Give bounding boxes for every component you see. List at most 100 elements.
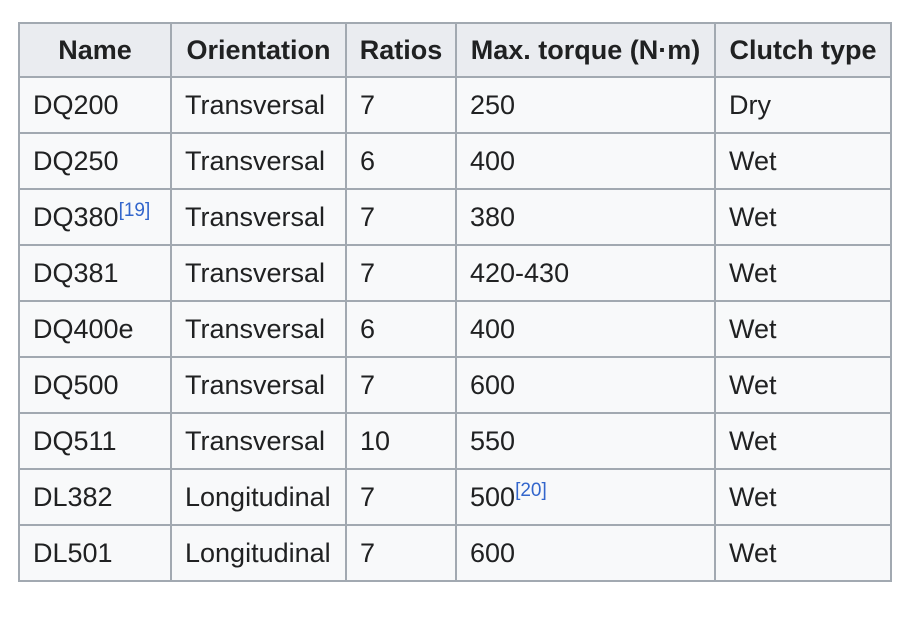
- cell-orientation-text: Longitudinal: [185, 537, 331, 568]
- table-row: DQ381 Transversal 7 420-430 Wet: [18, 244, 892, 302]
- cell-clutch-text: Wet: [729, 537, 777, 568]
- cell-torque: 380: [455, 188, 716, 246]
- cell-torque-text: 600: [470, 369, 516, 400]
- cell-clutch-text: Wet: [729, 257, 777, 288]
- cell-torque-text: 500: [470, 481, 516, 512]
- cell-clutch: Wet: [714, 412, 892, 470]
- table-row: DQ380[19] Transversal 7 380 Wet: [18, 188, 892, 246]
- cell-clutch: Wet: [714, 524, 892, 582]
- cell-name-text: DQ250: [33, 145, 119, 176]
- cell-ratios-text: 7: [360, 89, 376, 120]
- cell-name: DQ400e: [18, 300, 172, 358]
- cell-ratios-text: 7: [360, 537, 376, 568]
- cell-clutch: Wet: [714, 468, 892, 526]
- cell-name-text: DQ400e: [33, 313, 134, 344]
- cell-torque-text: 600: [470, 537, 516, 568]
- cell-ratios-text: 7: [360, 201, 376, 232]
- cell-ratios: 7: [345, 244, 457, 302]
- cell-clutch: Wet: [714, 300, 892, 358]
- cell-clutch-text: Dry: [729, 89, 771, 120]
- cell-clutch: Dry: [714, 76, 892, 134]
- table-row: DQ200 Transversal 7 250 Dry: [18, 76, 892, 134]
- table-row: DQ250 Transversal 6 400 Wet: [18, 132, 892, 190]
- table-row: DQ511 Transversal 10 550 Wet: [18, 412, 892, 470]
- cell-ratios: 7: [345, 468, 457, 526]
- column-header-torque: Max. torque (N·m): [455, 22, 716, 78]
- cell-orientation: Transversal: [170, 412, 347, 470]
- cell-torque-text: 420-430: [470, 257, 570, 288]
- cell-torque: 500[20]: [455, 468, 716, 526]
- cell-ratios-text: 7: [360, 257, 376, 288]
- cell-orientation-text: Transversal: [185, 369, 326, 400]
- cell-clutch-text: Wet: [729, 425, 777, 456]
- cell-ratios: 10: [345, 412, 457, 470]
- reference-link[interactable]: [20]: [515, 479, 547, 501]
- cell-torque-text: 250: [470, 89, 516, 120]
- reference-superscript: [19]: [119, 200, 151, 221]
- cell-torque: 420-430: [455, 244, 716, 302]
- cell-orientation-text: Transversal: [185, 89, 326, 120]
- cell-orientation-text: Transversal: [185, 201, 326, 232]
- table-row: DQ500 Transversal 7 600 Wet: [18, 356, 892, 414]
- column-header-name: Name: [18, 22, 172, 78]
- cell-orientation: Longitudinal: [170, 524, 347, 582]
- cell-torque-text: 400: [470, 145, 516, 176]
- cell-name: DQ500: [18, 356, 172, 414]
- cell-name-text: DQ380: [33, 201, 119, 232]
- cell-name-text: DQ200: [33, 89, 119, 120]
- column-header-ratios: Ratios: [345, 22, 457, 78]
- cell-torque: 400: [455, 300, 716, 358]
- table-row: DL501 Longitudinal 7 600 Wet: [18, 524, 892, 582]
- cell-ratios: 7: [345, 76, 457, 134]
- column-header-clutch: Clutch type: [714, 22, 892, 78]
- table-row: DL382 Longitudinal 7 500[20] Wet: [18, 468, 892, 526]
- cell-ratios-text: 10: [360, 425, 391, 456]
- cell-ratios: 7: [345, 188, 457, 246]
- cell-ratios-text: 7: [360, 369, 376, 400]
- cell-orientation: Transversal: [170, 244, 347, 302]
- cell-clutch-text: Wet: [729, 201, 777, 232]
- cell-orientation-text: Transversal: [185, 425, 326, 456]
- cell-name: DQ380[19]: [18, 188, 172, 246]
- cell-torque: 550: [455, 412, 716, 470]
- cell-torque: 600: [455, 356, 716, 414]
- table-header-row: Name Orientation Ratios Max. torque (N·m) Cl…: [18, 22, 892, 78]
- cell-name: DQ511: [18, 412, 172, 470]
- cell-clutch: Wet: [714, 356, 892, 414]
- cell-clutch: Wet: [714, 132, 892, 190]
- cell-orientation: Transversal: [170, 300, 347, 358]
- cell-torque-text: 400: [470, 313, 516, 344]
- cell-clutch-text: Wet: [729, 481, 777, 512]
- cell-clutch-text: Wet: [729, 313, 777, 344]
- cell-orientation: Transversal: [170, 356, 347, 414]
- cell-name: DQ250: [18, 132, 172, 190]
- cell-torque-text: 550: [470, 425, 516, 456]
- gearbox-table: Name Orientation Ratios Max. torque (N·m) Cl…: [18, 22, 892, 582]
- cell-orientation-text: Transversal: [185, 145, 326, 176]
- cell-orientation: Transversal: [170, 188, 347, 246]
- cell-ratios: 6: [345, 132, 457, 190]
- cell-ratios: 6: [345, 300, 457, 358]
- reference-link[interactable]: [19]: [118, 199, 151, 221]
- cell-orientation: Transversal: [170, 132, 347, 190]
- cell-name: DL501: [18, 524, 172, 582]
- table-row: DQ400e Transversal 6 400 Wet: [18, 300, 892, 358]
- cell-torque: 400: [455, 132, 716, 190]
- cell-orientation-text: Transversal: [185, 313, 326, 344]
- cell-name-text: DQ381: [33, 257, 119, 288]
- column-header-orientation: Orientation: [170, 22, 347, 78]
- cell-ratios: 7: [345, 524, 457, 582]
- cell-name-text: DL382: [33, 481, 113, 512]
- cell-ratios: 7: [345, 356, 457, 414]
- cell-torque: 250: [455, 76, 716, 134]
- cell-torque-text: 380: [470, 201, 516, 232]
- cell-name-text: DQ500: [33, 369, 119, 400]
- cell-orientation: Longitudinal: [170, 468, 347, 526]
- cell-torque: 600: [455, 524, 716, 582]
- cell-name: DL382: [18, 468, 172, 526]
- cell-name-text: DL501: [33, 537, 113, 568]
- cell-orientation-text: Longitudinal: [185, 481, 331, 512]
- cell-orientation: Transversal: [170, 76, 347, 134]
- cell-clutch: Wet: [714, 188, 892, 246]
